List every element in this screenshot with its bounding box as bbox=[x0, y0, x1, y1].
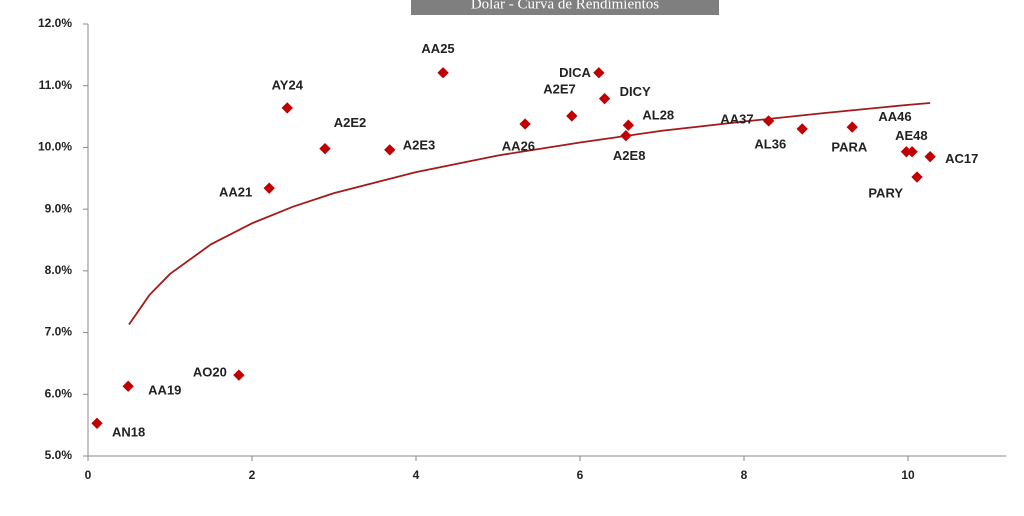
point bbox=[319, 143, 331, 155]
point-label: AA46 bbox=[878, 109, 911, 124]
point bbox=[846, 121, 858, 133]
point bbox=[620, 130, 632, 142]
point-label: AE48 bbox=[895, 128, 928, 143]
x-tick-label: 8 bbox=[741, 468, 748, 482]
point bbox=[900, 146, 913, 158]
point bbox=[263, 182, 275, 194]
y-tick-label: 10.0% bbox=[38, 140, 72, 154]
point-label: AA25 bbox=[421, 41, 454, 56]
point-label: DICA bbox=[559, 65, 591, 80]
chart-title: Dolar - Curva de Rendimientos bbox=[471, 0, 659, 12]
point-label: A2E3 bbox=[403, 137, 436, 152]
x-tick-label: 6 bbox=[577, 468, 584, 482]
point-label: A2E8 bbox=[613, 148, 646, 163]
point-label: DICY bbox=[620, 84, 651, 99]
point bbox=[622, 119, 635, 131]
x-tick-label: 4 bbox=[413, 468, 420, 482]
point bbox=[122, 380, 134, 392]
point-label: AA19 bbox=[148, 383, 181, 398]
point bbox=[593, 67, 605, 79]
point bbox=[281, 102, 293, 114]
x-tick-label: 10 bbox=[901, 468, 915, 482]
y-tick-label: 6.0% bbox=[45, 386, 73, 400]
point-label: AY24 bbox=[272, 77, 304, 92]
point-label: AC17 bbox=[945, 151, 978, 166]
point bbox=[566, 110, 578, 122]
point-label: AO20 bbox=[193, 365, 227, 380]
x-tick-label: 0 bbox=[85, 468, 92, 482]
point bbox=[91, 417, 103, 429]
point bbox=[233, 369, 245, 381]
point-label: A2E7 bbox=[543, 81, 576, 96]
point bbox=[906, 146, 918, 158]
y-tick-label: 11.0% bbox=[39, 78, 73, 92]
y-tick-label: 7.0% bbox=[45, 325, 73, 339]
point-label: AL28 bbox=[642, 108, 674, 123]
point bbox=[911, 171, 923, 183]
trendline bbox=[128, 102, 931, 326]
point bbox=[384, 144, 396, 156]
point bbox=[437, 67, 449, 79]
point bbox=[924, 151, 936, 163]
point-label: AA21 bbox=[219, 185, 252, 200]
point bbox=[598, 93, 611, 105]
y-tick-label: 8.0% bbox=[45, 263, 73, 277]
point-label: AA37 bbox=[720, 111, 753, 126]
x-tick-label: 2 bbox=[249, 468, 256, 482]
title-box bbox=[411, 0, 719, 15]
y-tick-label: 5.0% bbox=[45, 448, 73, 462]
point-label: AA26 bbox=[502, 138, 535, 153]
point bbox=[796, 123, 808, 135]
point bbox=[762, 115, 775, 127]
point bbox=[519, 118, 531, 130]
point-label: AL36 bbox=[754, 136, 786, 151]
point-label: A2E2 bbox=[334, 115, 367, 130]
y-tick-label: 12.0% bbox=[38, 16, 72, 30]
point-label: AN18 bbox=[112, 425, 145, 440]
point-label: PARA bbox=[831, 140, 867, 155]
point-label: PARY bbox=[868, 185, 903, 200]
y-tick-label: 9.0% bbox=[45, 201, 73, 215]
